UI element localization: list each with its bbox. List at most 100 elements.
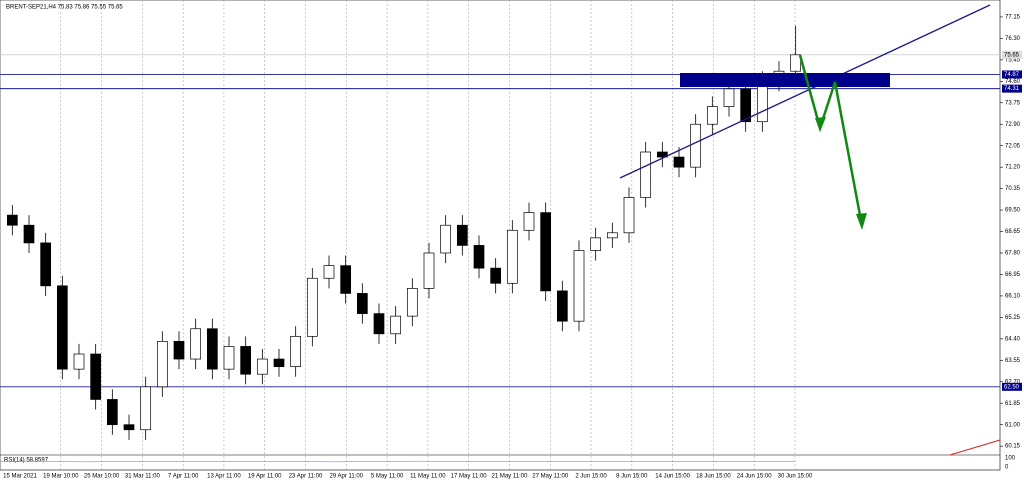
candle-body: [490, 267, 502, 284]
y-tick-label: 74.60: [1005, 79, 1021, 85]
candle-body: [656, 151, 668, 158]
x-tick-label: 27 May 11:00: [532, 474, 569, 480]
candle-body: [223, 346, 235, 370]
candle-body: [40, 242, 52, 287]
x-tick-label: 19 Mar 10:00: [43, 474, 79, 480]
price-label: 62.50: [1004, 384, 1020, 390]
candle-body: [373, 313, 385, 335]
candle-body: [390, 315, 402, 335]
candle-body: [6, 214, 18, 226]
candle-body: [573, 250, 585, 322]
candle-body: [73, 353, 85, 370]
candle-body: [273, 358, 285, 367]
x-tick-label: 25 Mar 10:00: [84, 474, 120, 480]
y-tick-label: 61.85: [1005, 401, 1021, 407]
candle-body: [123, 424, 135, 431]
candle-body: [673, 156, 685, 168]
y-tick-label: 75.45: [1005, 57, 1021, 63]
candle-body: [756, 80, 768, 123]
candles: [6, 25, 802, 440]
y-tick-label: 68.65: [1005, 229, 1021, 235]
y-tick-label: 62.70: [1005, 379, 1021, 385]
y-tick-label: 69.50: [1005, 208, 1021, 214]
x-tick-label: 21 May 11:00: [492, 474, 529, 480]
x-tick-label: 31 Mar 11:00: [125, 474, 161, 480]
y-tick-label: 64.40: [1005, 336, 1021, 342]
candle-body: [106, 399, 118, 426]
candle-body: [406, 288, 418, 317]
y-tick-label: 73.75: [1005, 100, 1021, 106]
x-tick-label: 19 Apr 11:00: [248, 474, 282, 480]
arrow-head: [815, 117, 826, 132]
candle-body: [340, 265, 352, 294]
rsi-label: RSI(14) 58.8597: [4, 458, 49, 464]
candle-body: [690, 123, 702, 168]
candle-body: [240, 346, 252, 375]
y-tick-label: 61.00: [1005, 422, 1021, 428]
x-tick-label: 13 Apr 11:00: [207, 474, 241, 480]
y-tick-label: 65.25: [1005, 315, 1021, 321]
candle-body: [173, 341, 185, 360]
candle-body: [506, 229, 518, 284]
rsi-line: [0, 460, 796, 463]
y-tick-label: 72.05: [1005, 143, 1021, 149]
chart-title: BRENT-SEP21,H4 75.83 75.86 75.55 75.65: [6, 5, 123, 11]
x-tick-label: 30 Jun 15:00: [778, 474, 813, 480]
candle-body: [723, 88, 735, 107]
x-tick-label: 5 May 11:00: [371, 474, 404, 480]
candle-body: [290, 335, 302, 367]
candle-body: [706, 106, 718, 125]
candle-body: [440, 224, 452, 254]
candle-body: [90, 353, 102, 400]
x-tick-label: 7 Apr 11:00: [168, 474, 199, 480]
candle-body: [640, 151, 652, 198]
candle-body: [590, 237, 602, 251]
y-tick-label: 66.95: [1005, 272, 1021, 278]
candle-body: [356, 293, 368, 314]
price-label-box: [1002, 382, 1022, 391]
candle-body: [156, 341, 168, 388]
rsi-trend-line: [949, 439, 1001, 456]
candle-body: [190, 328, 202, 360]
y-tick-label: 66.10: [1005, 294, 1021, 300]
price-label: 74.87: [1004, 72, 1020, 78]
rsi-tick-label: 0: [1005, 465, 1009, 471]
x-tick-label: 15 Mar 2021: [3, 474, 37, 480]
candle-body: [206, 328, 218, 370]
candle-body: [423, 252, 435, 289]
current-price-label: 75.65: [1004, 52, 1020, 58]
x-tick-label: 23 Apr 11:00: [289, 474, 323, 480]
x-tick-label: 2 Jun 15:00: [575, 474, 607, 480]
resistance-zone: [680, 73, 890, 87]
candle-body: [790, 54, 802, 72]
candle-body: [140, 386, 152, 431]
x-tick-label: 24 Jun 15:00: [737, 474, 772, 480]
x-tick-label: 14 Jun 15:00: [655, 474, 690, 480]
candle-body: [623, 197, 635, 234]
forecast-arrow: [798, 54, 864, 227]
price-label-box: [1002, 84, 1022, 93]
x-tick-label: 18 Jun 15:00: [696, 474, 731, 480]
candle-body: [556, 290, 568, 322]
y-tick-label: 70.35: [1005, 186, 1021, 192]
y-tick-label: 76.30: [1005, 36, 1021, 42]
candle-body: [540, 212, 552, 292]
rsi-tick-label: 100: [1005, 456, 1016, 462]
y-tick-label: 67.80: [1005, 251, 1021, 257]
x-tick-label: 29 Apr 11:00: [330, 474, 364, 480]
price-label: 74.31: [1004, 86, 1020, 92]
y-tick-label: 63.55: [1005, 358, 1021, 364]
trend-line: [619, 4, 991, 179]
arrow-head: [856, 213, 867, 230]
candle-body: [740, 88, 752, 123]
price-label-box: [1002, 50, 1022, 59]
candle-body: [306, 277, 318, 337]
candle-body: [473, 245, 485, 269]
y-tick-label: 72.90: [1005, 122, 1021, 128]
y-tick-label: 60.15: [1005, 444, 1021, 450]
candle-body: [256, 358, 268, 375]
candle-body: [23, 224, 35, 244]
y-tick-label: 77.15: [1005, 14, 1021, 20]
candle-body: [523, 212, 535, 231]
